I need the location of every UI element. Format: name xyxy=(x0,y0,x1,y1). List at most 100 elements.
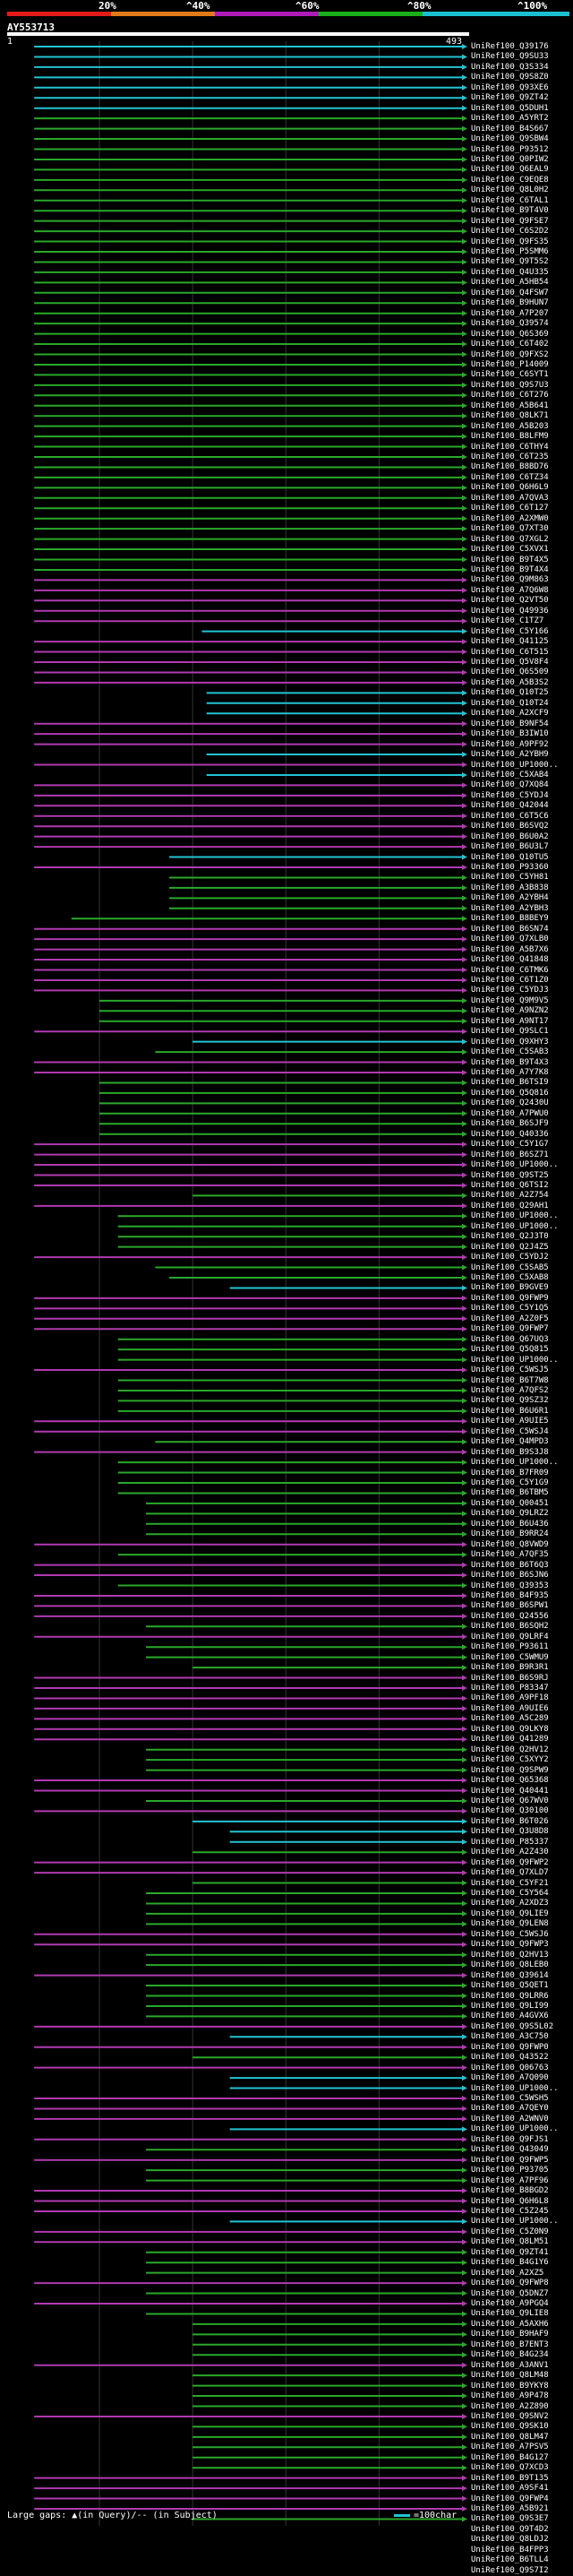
hit-label[interactable]: UniRef100_C5SAB5 xyxy=(471,1262,549,1272)
hit-label[interactable]: UniRef100_Q8L0H2 xyxy=(471,185,549,195)
hit-label[interactable]: UniRef100_A7Q6W8 xyxy=(471,585,549,595)
hit-label[interactable]: UniRef100_C6TZ34 xyxy=(471,472,549,482)
hit-label[interactable]: UniRef100_C6THY4 xyxy=(471,442,549,452)
hit-label[interactable]: UniRef100_B6SN74 xyxy=(471,924,549,934)
hit-label[interactable]: UniRef100_A5B3S2 xyxy=(471,677,549,687)
hit-label[interactable]: UniRef100_C5Z0N9 xyxy=(471,2227,549,2236)
hit-label[interactable]: UniRef100_Q5V8F4 xyxy=(471,658,549,667)
hit-label[interactable]: UniRef100_P83347 xyxy=(471,1684,549,1693)
hit-label[interactable]: UniRef100_Q2J3T0 xyxy=(471,1232,549,1242)
hit-label[interactable]: UniRef100_Q40441 xyxy=(471,1786,549,1796)
hit-label[interactable]: UniRef100_Q10TU5 xyxy=(471,852,549,862)
hit-label[interactable]: UniRef100_P85337 xyxy=(471,1837,549,1847)
hit-label[interactable]: UniRef100_B4S667 xyxy=(471,124,549,134)
hit-label[interactable]: UniRef100_C5YDJ2 xyxy=(471,1253,549,1262)
hit-label[interactable]: UniRef100_Q39176 xyxy=(471,42,549,51)
hit-label[interactable]: UniRef100_A2Z430 xyxy=(471,1848,549,1857)
hit-label[interactable]: UniRef100_A2XZ5 xyxy=(471,2268,544,2278)
hit-label[interactable]: UniRef100_B4F935 xyxy=(471,1590,549,1600)
hit-label[interactable]: UniRef100_Q29AH1 xyxy=(471,1201,549,1210)
hit-label[interactable]: UniRef100_C1TZ7 xyxy=(471,616,544,626)
hit-label[interactable]: UniRef100_Q9FWP4 xyxy=(471,2494,549,2503)
hit-label[interactable]: UniRef100_UP1000.. xyxy=(471,2217,559,2227)
hit-label[interactable]: UniRef100_A9P478 xyxy=(471,2391,549,2401)
hit-label[interactable]: UniRef100_B6TBM5 xyxy=(471,1488,549,1498)
hit-label[interactable]: UniRef100_A9PGQ4 xyxy=(471,2299,549,2308)
hit-label[interactable]: UniRef100_B7ENT3 xyxy=(471,2339,549,2349)
hit-label[interactable]: UniRef100_UP1000.. xyxy=(471,1160,559,1170)
hit-label[interactable]: UniRef100_B6SJF9 xyxy=(471,1119,549,1129)
hit-label[interactable]: UniRef100_A2YBH4 xyxy=(471,893,549,903)
hit-label[interactable]: UniRef100_Q7XLB0 xyxy=(471,935,549,944)
hit-label[interactable]: UniRef100_UP1000.. xyxy=(471,2124,559,2134)
hit-label[interactable]: UniRef100_Q49936 xyxy=(471,606,549,616)
hit-label[interactable]: UniRef100_B8BEY9 xyxy=(471,914,549,924)
hit-label[interactable]: UniRef100_Q9M9V5 xyxy=(471,995,549,1005)
hit-label[interactable]: UniRef100_C6S2D2 xyxy=(471,227,549,237)
hit-label[interactable]: UniRef100_Q43049 xyxy=(471,2145,549,2155)
hit-label[interactable]: UniRef100_Q9T5S2 xyxy=(471,257,549,267)
hit-label[interactable]: UniRef100_Q9LEN8 xyxy=(471,1919,549,1929)
hit-label[interactable]: UniRef100_A9UIE6 xyxy=(471,1703,549,1713)
hit-label[interactable]: UniRef100_A2YBH3 xyxy=(471,903,549,913)
hit-label[interactable]: UniRef100_Q9LRF4 xyxy=(471,1632,549,1641)
hit-label[interactable]: UniRef100_C5YH81 xyxy=(471,873,549,883)
hit-label[interactable]: UniRef100_A9PF92 xyxy=(471,739,549,749)
hit-label[interactable]: UniRef100_Q9S8Z0 xyxy=(471,73,549,82)
hit-label[interactable]: UniRef100_Q5Q816 xyxy=(471,1088,549,1098)
hit-label[interactable]: UniRef100_C6T235 xyxy=(471,452,549,461)
hit-label[interactable]: UniRef100_A3B838 xyxy=(471,883,549,892)
hit-label[interactable]: UniRef100_Q2J4Z5 xyxy=(471,1242,549,1252)
hit-label[interactable]: UniRef100_Q9FJS1 xyxy=(471,2134,549,2144)
hit-label[interactable]: UniRef100_B9T4V0 xyxy=(471,206,549,216)
hit-label[interactable]: UniRef100_A2Z754 xyxy=(471,1191,549,1201)
hit-label[interactable]: UniRef100_Q9FWP5 xyxy=(471,2155,549,2165)
hit-label[interactable]: UniRef100_UP1000.. xyxy=(471,2083,559,2093)
hit-label[interactable]: UniRef100_Q9FWP9 xyxy=(471,1293,549,1303)
hit-label[interactable]: UniRef100_A2Z890 xyxy=(471,2401,549,2411)
hit-label[interactable]: UniRef100_Q2HV13 xyxy=(471,1950,549,1960)
hit-label[interactable]: UniRef100_Q93XE6 xyxy=(471,82,549,92)
hit-label[interactable]: UniRef100_C6T127 xyxy=(471,504,549,513)
hit-label[interactable]: UniRef100_Q2HV12 xyxy=(471,1745,549,1754)
hit-label[interactable]: UniRef100_C5YDJ4 xyxy=(471,790,549,800)
hit-label[interactable]: UniRef100_B9T4X4 xyxy=(471,564,549,574)
hit-label[interactable]: UniRef100_B9HAF9 xyxy=(471,2330,549,2339)
hit-label[interactable]: UniRef100_Q5DUH1 xyxy=(471,103,549,113)
hit-label[interactable]: UniRef100_C6T276 xyxy=(471,391,549,401)
hit-label[interactable]: UniRef100_C5Z245 xyxy=(471,2206,549,2216)
hit-label[interactable]: UniRef100_B4G127 xyxy=(471,2452,549,2462)
hit-label[interactable]: UniRef100_C5Y1G9 xyxy=(471,1478,549,1487)
hit-label[interactable]: UniRef100_Q7XT30 xyxy=(471,524,549,534)
hit-label[interactable]: UniRef100_B3IW10 xyxy=(471,729,549,739)
hit-label[interactable]: UniRef100_Q8LK71 xyxy=(471,411,549,421)
hit-label[interactable]: UniRef100_UP1000.. xyxy=(471,1458,559,1468)
hit-label[interactable]: UniRef100_A2Z0F5 xyxy=(471,1314,549,1323)
hit-label[interactable]: UniRef100_Q2430U xyxy=(471,1098,549,1108)
hit-label[interactable]: UniRef100_Q9SZ32 xyxy=(471,1396,549,1406)
hit-label[interactable]: UniRef100_C5Y564 xyxy=(471,1889,549,1898)
hit-label[interactable]: UniRef100_Q9S7U3 xyxy=(471,380,549,390)
hit-label[interactable]: UniRef100_Q9LKY8 xyxy=(471,1724,549,1734)
hit-label[interactable]: UniRef100_A5HB54 xyxy=(471,278,549,288)
hit-label[interactable]: UniRef100_C5YF21 xyxy=(471,1878,549,1888)
hit-label[interactable]: UniRef100_A5B641 xyxy=(471,401,549,410)
hit-label[interactable]: UniRef100_Q39574 xyxy=(471,319,549,329)
hit-label[interactable]: UniRef100_C6T5C6 xyxy=(471,811,549,821)
hit-label[interactable]: UniRef100_B6T6Q3 xyxy=(471,1560,549,1570)
hit-label[interactable]: UniRef100_Q9S3E7 xyxy=(471,2514,549,2524)
hit-label[interactable]: UniRef100_UP1000.. xyxy=(471,760,559,770)
hit-label[interactable]: UniRef100_A2XCF9 xyxy=(471,709,549,719)
hit-label[interactable]: UniRef100_B6SPW1 xyxy=(471,1601,549,1611)
hit-label[interactable]: UniRef100_A2XMW0 xyxy=(471,513,549,523)
hit-label[interactable]: UniRef100_B9GVE9 xyxy=(471,1283,549,1293)
hit-label[interactable]: UniRef100_B7FR09 xyxy=(471,1468,549,1478)
hit-label[interactable]: UniRef100_B8BGD2 xyxy=(471,2186,549,2196)
hit-label[interactable]: UniRef100_Q65368 xyxy=(471,1776,549,1786)
hit-label[interactable]: UniRef100_Q9ZT41 xyxy=(471,2247,549,2257)
hit-label[interactable]: UniRef100_B6T7W8 xyxy=(471,1375,549,1385)
hit-label[interactable]: UniRef100_P93611 xyxy=(471,1642,549,1652)
hit-label[interactable]: UniRef100_Q41848 xyxy=(471,955,549,965)
hit-label[interactable]: UniRef100_Q06763 xyxy=(471,2063,549,2072)
hit-label[interactable]: UniRef100_B6U436 xyxy=(471,1519,549,1529)
